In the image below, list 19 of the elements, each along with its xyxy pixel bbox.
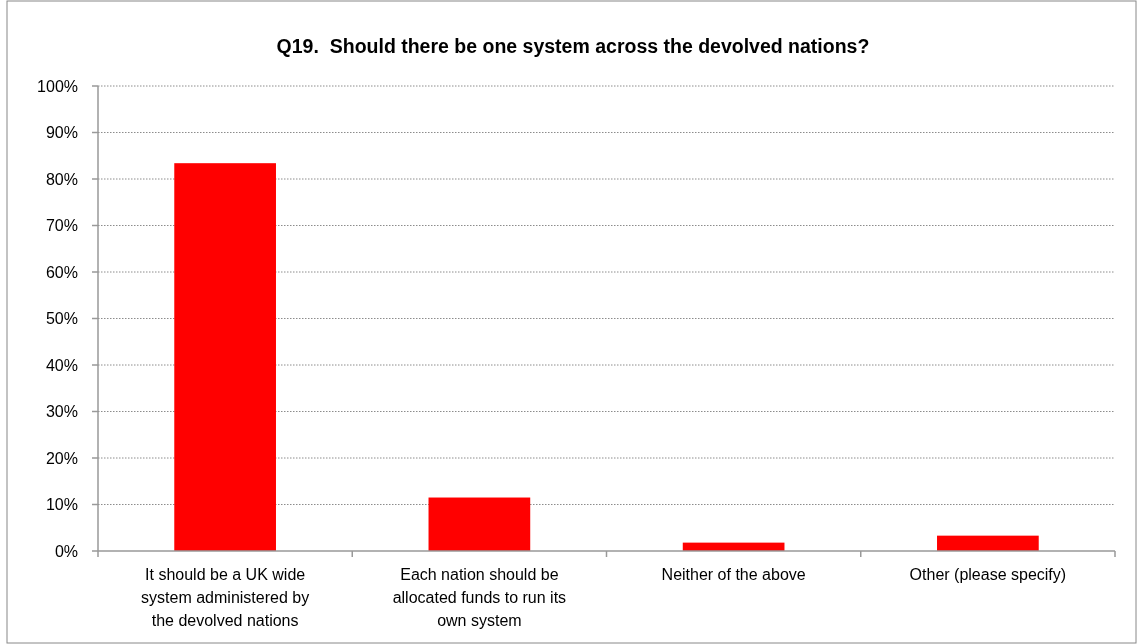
y-tick-label: 20% (45, 449, 78, 467)
y-tick-label: 80% (45, 170, 78, 188)
y-tick-label: 30% (45, 403, 78, 421)
y-tick-label: 10% (45, 496, 78, 514)
y-tick-label: 90% (45, 124, 78, 142)
x-tick-label: Neither of the above (661, 566, 806, 583)
bar (937, 535, 1039, 551)
y-tick-label: 50% (45, 310, 78, 328)
x-tick-label: Other (please specify) (909, 566, 1067, 583)
bar (174, 163, 276, 551)
x-tick-label: It should be a UK wide system administered by the devolved nations (141, 566, 310, 629)
x-tick-label: Each nation should be allocated funds to run its own system (392, 566, 567, 629)
y-tick-label: 70% (45, 217, 78, 235)
bar (428, 497, 531, 551)
y-tick-label: 100% (37, 77, 78, 95)
y-tick-label: 0% (54, 542, 78, 560)
y-tick-label: 60% (45, 263, 78, 281)
chart-title: Q19. Should there be one system across the devolved nations? (276, 35, 870, 57)
y-tick-label: 40% (45, 356, 78, 374)
